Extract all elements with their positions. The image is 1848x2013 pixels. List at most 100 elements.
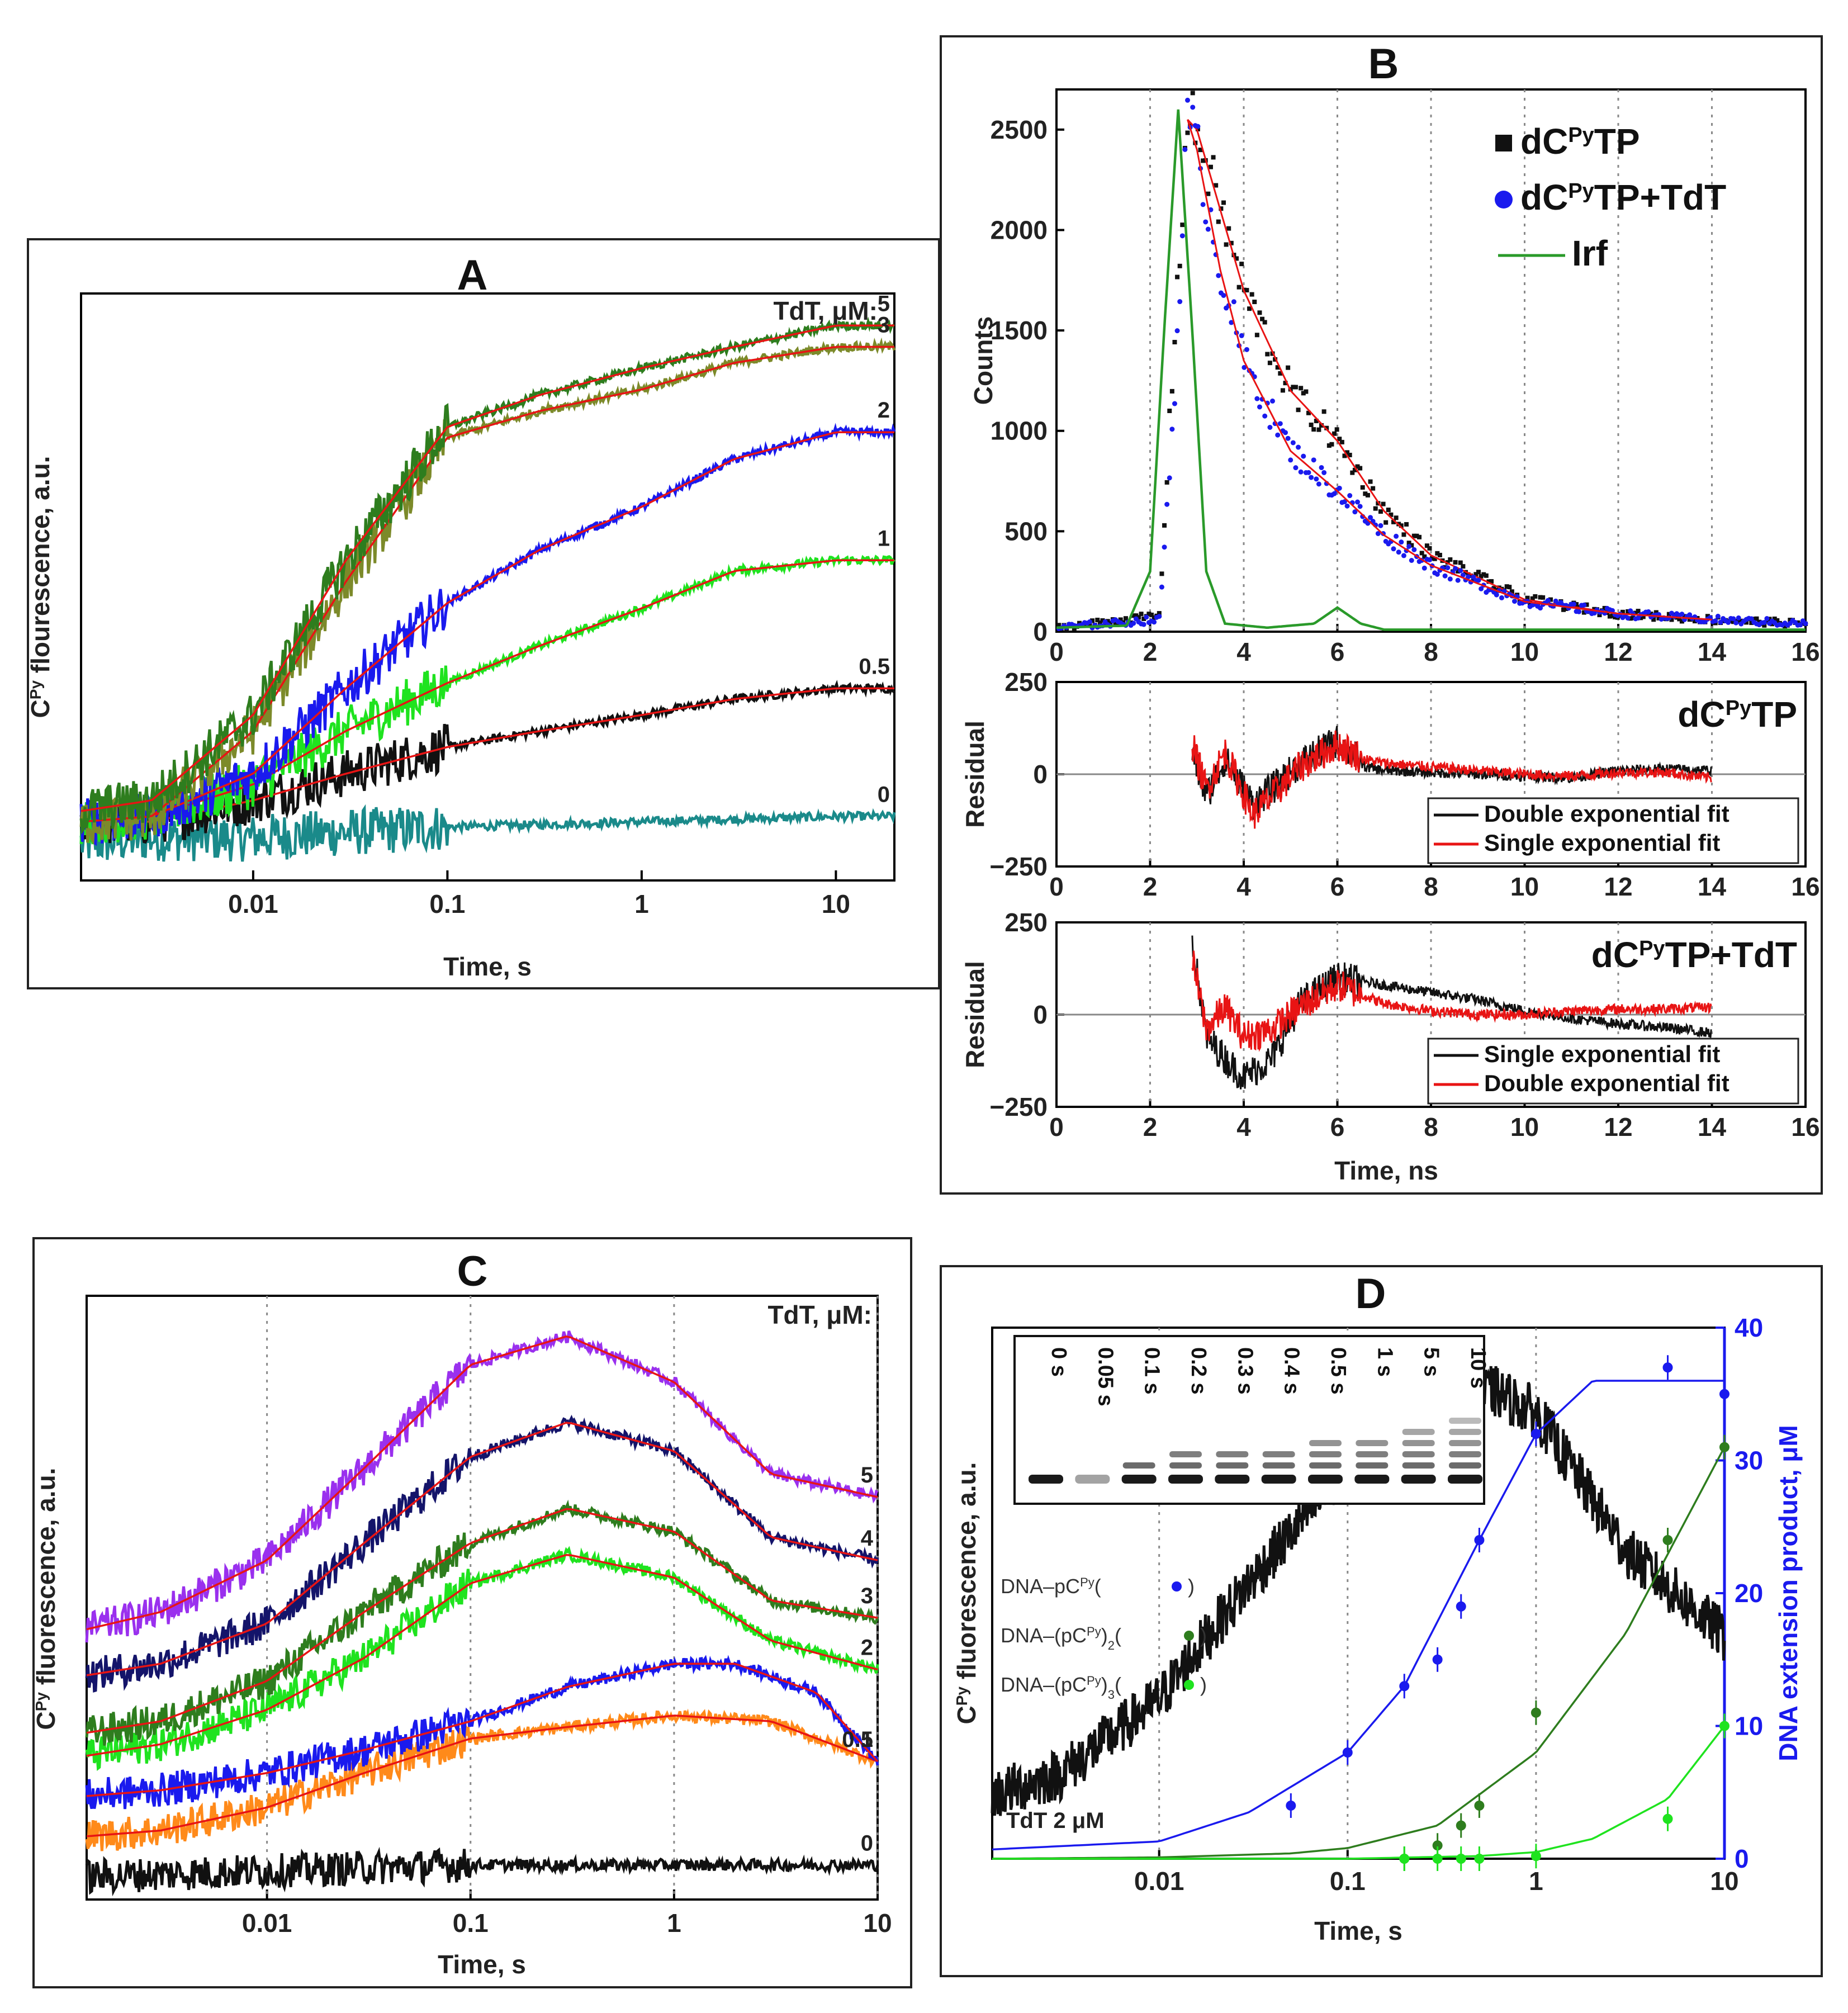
y-tick-label: 0 — [1033, 617, 1048, 646]
y-tick-label: 2500 — [991, 115, 1048, 144]
data-point — [1625, 615, 1631, 621]
data-point — [1401, 532, 1406, 537]
data-point — [1504, 584, 1509, 589]
panel-a-legend-title: TdT, μM: — [773, 296, 878, 325]
data-point — [1576, 609, 1582, 614]
data-point — [1242, 364, 1247, 370]
data-point — [1129, 620, 1134, 625]
data-point — [1509, 589, 1514, 594]
data-point — [1803, 621, 1808, 627]
data-point — [1306, 470, 1311, 475]
product-fit-2 — [992, 1725, 1726, 1860]
data-point — [1641, 614, 1646, 619]
data-point — [1394, 515, 1399, 520]
data-point — [1113, 622, 1118, 627]
data-point — [1316, 481, 1321, 487]
data-point — [1620, 609, 1625, 614]
data-point — [1254, 396, 1260, 401]
x-tick-label: 12 — [1604, 637, 1632, 666]
panel-d-product-series — [992, 1355, 1729, 1871]
series-label: 3 — [878, 312, 890, 337]
data-point — [1767, 617, 1772, 622]
x-tick-label: 14 — [1698, 872, 1727, 901]
series-label: 2 — [878, 398, 890, 423]
series-label: 1 — [861, 1727, 873, 1752]
data-point — [1229, 320, 1234, 325]
data-point — [1236, 285, 1242, 290]
panel-b: B 0 2 4 6 8 10 12 14 1605001000150020002500Count… — [940, 35, 1823, 1195]
fit-curve-5 — [80, 324, 894, 812]
residual-trace — [1191, 950, 1712, 1052]
legend-label: Single exponential fit — [1484, 1041, 1720, 1067]
data-point — [1311, 427, 1316, 432]
data-point — [1631, 615, 1636, 621]
x-tick-label: 2 — [1143, 1112, 1158, 1142]
data-point — [1406, 541, 1411, 546]
product-point — [1399, 1854, 1410, 1864]
data-point — [1283, 381, 1288, 386]
data-point — [1339, 439, 1344, 444]
data-point — [1157, 614, 1162, 619]
data-point — [1108, 621, 1113, 626]
gel-band — [1215, 1475, 1250, 1484]
data-point — [1221, 292, 1226, 298]
data-point — [1118, 617, 1123, 622]
gel-band — [1216, 1462, 1249, 1469]
data-point — [1190, 105, 1196, 110]
data-trace-4 — [85, 1414, 879, 1693]
data-trace-0.5 — [85, 1708, 878, 1851]
data-point — [1123, 616, 1128, 621]
data-point — [1355, 464, 1360, 469]
x-tick-label: 0 — [1049, 637, 1064, 666]
x-tick-label: 1 — [667, 1908, 681, 1938]
data-point — [1056, 623, 1062, 628]
product-point — [1432, 1840, 1443, 1851]
data-point — [1453, 560, 1458, 565]
data-point — [1177, 299, 1183, 305]
panel-c-ylabel: CPy fluorescence, a.u. — [31, 1468, 60, 1730]
legend-label: dCPyTP+TdT — [1520, 177, 1726, 217]
data-point — [1584, 602, 1589, 607]
data-point — [1476, 577, 1481, 583]
data-point — [1278, 371, 1283, 376]
data-point — [1427, 557, 1432, 562]
data-point — [1761, 620, 1767, 626]
legend-close: ) — [1188, 1575, 1195, 1598]
gel-band — [1309, 1451, 1342, 1457]
data-point — [1406, 543, 1412, 549]
data-point — [1466, 574, 1471, 580]
data-point — [1679, 619, 1684, 624]
data-point — [1757, 619, 1762, 624]
series-label: 2 — [861, 1636, 873, 1660]
series-label: 3 — [861, 1584, 873, 1608]
data-point — [1456, 569, 1461, 574]
gel-band — [1122, 1462, 1155, 1469]
x-tick-label: 10 — [1510, 872, 1539, 901]
data-point — [1190, 91, 1195, 96]
data-point — [1146, 612, 1152, 617]
data-point — [1172, 401, 1177, 406]
data-point — [1563, 607, 1569, 612]
panel-b-sub-0: 0 2 4 6 8 10 12 14 16 0 500 1000 1500 2000 2500 Counts d… — [969, 88, 1820, 666]
x-tick-label: 1 — [1529, 1867, 1543, 1896]
data-point — [1275, 432, 1281, 438]
data-point — [1458, 568, 1463, 574]
panel-b-sub-1: 0 2 4 6 8 10 12 14 16−2500250ResidualdCPyTPDoubl… — [960, 667, 1820, 901]
x-tick-label: 16 — [1791, 1112, 1819, 1142]
x-tick-label: 12 — [1604, 872, 1632, 901]
data-point — [1162, 523, 1167, 528]
data-point — [1744, 620, 1749, 625]
data-point — [1324, 425, 1329, 430]
product-point — [1456, 1601, 1466, 1612]
panel-a-frame — [27, 238, 940, 989]
data-point — [1764, 619, 1769, 624]
data-point — [1499, 595, 1504, 600]
data-point — [1260, 316, 1265, 321]
data-point — [1411, 547, 1417, 552]
data-trace-0 — [85, 1846, 879, 1897]
data-point — [1399, 539, 1404, 545]
y2-tick-label: 40 — [1735, 1313, 1763, 1342]
data-point — [1275, 365, 1280, 370]
data-point — [1224, 242, 1229, 247]
